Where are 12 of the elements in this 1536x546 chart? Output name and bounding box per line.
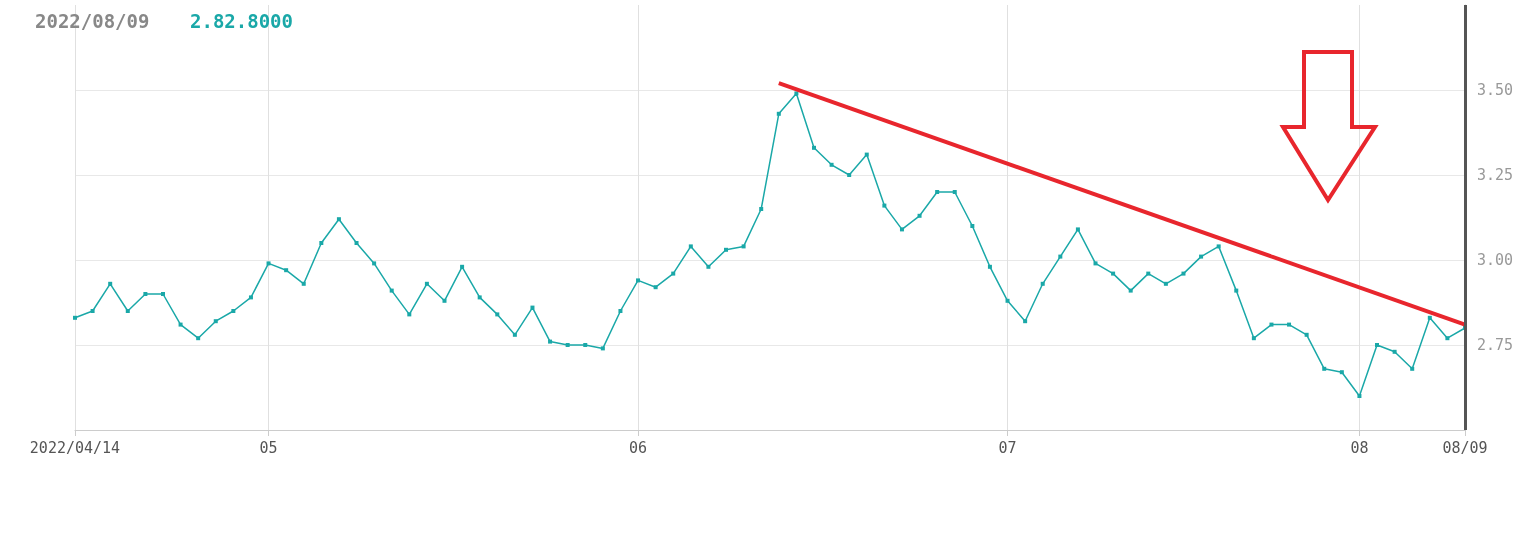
y-tick-label: 3.25: [1477, 166, 1514, 184]
x-tick-label: 08/09: [1442, 438, 1488, 457]
x-tick-label: 2022/04/14: [29, 438, 121, 457]
y-tick-label: 2.75: [1477, 336, 1514, 354]
x-tick-label: 06: [629, 438, 648, 457]
y-tick-label: 3.00: [1477, 251, 1514, 269]
chart-title: 2022/08/09: [35, 9, 150, 32]
y-tick-label: 3.50: [1477, 81, 1514, 99]
x-tick-label: 07: [998, 438, 1017, 457]
x-tick-label: 05: [259, 438, 278, 457]
chart-subtitle: 2.82.8000: [190, 9, 293, 32]
x-tick-label: 08: [1350, 438, 1369, 457]
